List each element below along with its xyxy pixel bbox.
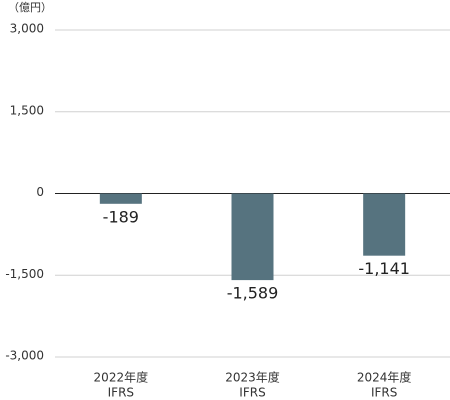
bar: [363, 193, 406, 256]
value-label: -1,589: [227, 284, 279, 303]
y-tick-label: -3,000: [5, 349, 44, 363]
bar: [231, 193, 274, 281]
unit-label: （億円）: [8, 1, 52, 14]
x-tick-sublabel: IFRS: [371, 386, 397, 400]
x-tick-sublabel: IFRS: [108, 386, 134, 400]
y-tick-label: 3,000: [10, 22, 44, 36]
value-label: -1,141: [358, 259, 410, 278]
x-tick-label: 2022年度: [94, 370, 149, 385]
x-tick-sublabel: IFRS: [239, 386, 265, 400]
x-tick-label: 2024年度: [357, 370, 412, 385]
y-tick-label: -1,500: [5, 267, 44, 281]
y-tick-label: 1,500: [10, 103, 44, 117]
x-tick-label: 2023年度: [225, 370, 280, 385]
bar: [99, 193, 142, 204]
value-label: -189: [103, 207, 139, 226]
y-tick-label: 0: [36, 185, 44, 199]
